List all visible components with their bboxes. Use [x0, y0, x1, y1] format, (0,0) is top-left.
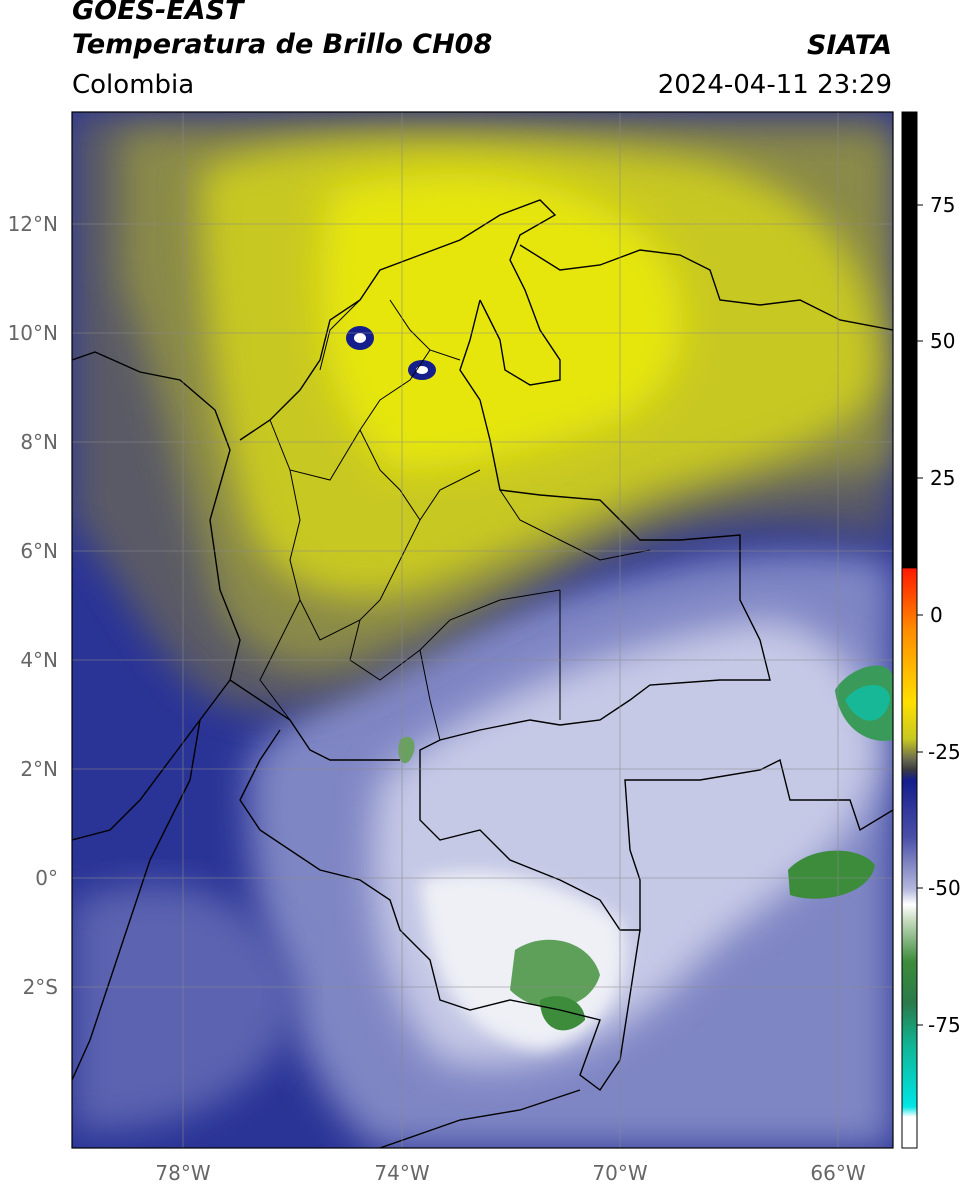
- product-title: Temperatura de Brillo CH08: [72, 29, 493, 60]
- satellite-title: GOES-EAST: [72, 0, 244, 26]
- lat-label: 8°N: [20, 430, 58, 454]
- lon-label: 74°W: [374, 1161, 429, 1185]
- organization-label: SIATA: [806, 30, 892, 61]
- lat-label: 4°N: [20, 648, 58, 672]
- lon-label: 66°W: [810, 1161, 865, 1185]
- timestamp-label: 2024-04-11 23:29: [657, 70, 892, 100]
- lat-label: 6°N: [20, 539, 58, 563]
- lat-label: 2°S: [23, 975, 58, 999]
- colorbar-tick: -25: [928, 740, 961, 764]
- region-label: Colombia: [72, 70, 195, 100]
- lat-label: 2°N: [20, 757, 58, 781]
- colorbar-tick: -50: [928, 876, 961, 900]
- brightness-temperature-field: [72, 112, 893, 1148]
- colorbar-tick: 25: [930, 466, 955, 490]
- lat-label: 10°N: [8, 321, 58, 345]
- colorbar-gradient: [901, 111, 918, 1149]
- lat-label: 0°: [35, 866, 58, 890]
- graticule: [72, 112, 893, 1148]
- colorbar-tick: 50: [930, 329, 955, 353]
- longitude-axis: 78°W 74°W 70°W 66°W: [155, 1161, 865, 1185]
- latitude-axis: 12°N 10°N 8°N 6°N 4°N 2°N 0° 2°S: [8, 212, 58, 999]
- lon-label: 78°W: [155, 1161, 210, 1185]
- lat-label: 12°N: [8, 212, 58, 236]
- colorbar-tick: 0: [930, 603, 943, 627]
- lon-label: 70°W: [592, 1161, 647, 1185]
- colorbar-tick: 75: [930, 193, 955, 217]
- colorbar-tick: -75: [928, 1013, 961, 1037]
- colorbar: 75 50 25 0 -25 -50 -75: [901, 111, 961, 1149]
- map-frame: [71, 111, 894, 1149]
- political-borders: [72, 199, 893, 1148]
